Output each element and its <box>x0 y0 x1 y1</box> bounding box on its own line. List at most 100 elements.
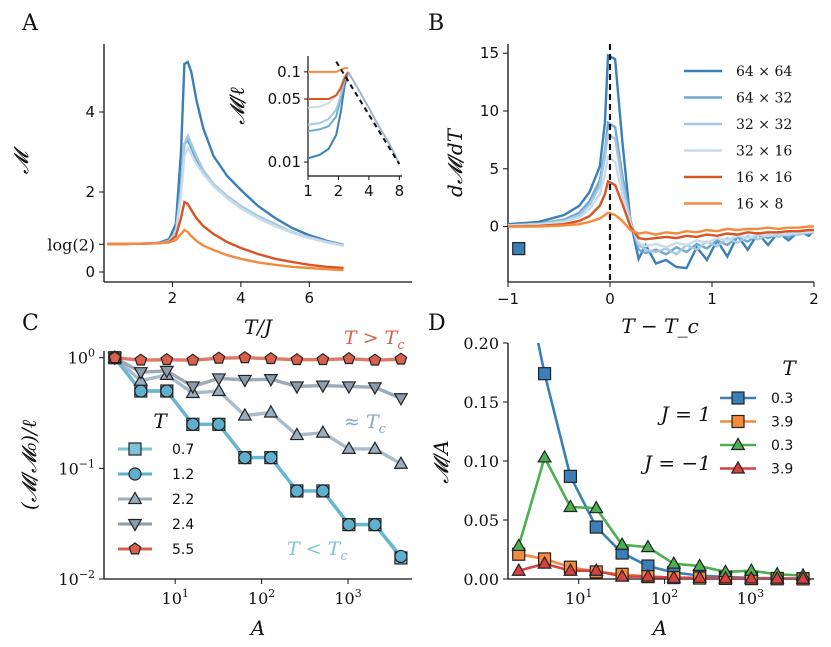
inset-x-tick-label: 4 <box>364 182 374 200</box>
data-point <box>614 568 630 582</box>
y-tick-label: 0 <box>489 218 499 236</box>
panel-label-b: B <box>428 11 444 36</box>
legend-label-2: 2.2 <box>172 492 194 508</box>
data-point <box>134 353 148 366</box>
legend-label-1: 64 × 32 <box>736 91 792 107</box>
legend-label-1: 3.9 <box>771 415 793 431</box>
inset-x-tick-label: 2 <box>334 182 344 200</box>
data-point <box>588 562 604 576</box>
panel-label-c: C <box>22 311 39 336</box>
data-point <box>640 568 656 582</box>
series-line-5 <box>107 228 344 272</box>
y-tick-label-log2: log(2) <box>47 235 95 254</box>
annotation-near-tc: ≈ Tc <box>344 411 387 437</box>
data-point <box>134 384 148 398</box>
x-tick-label: −1 <box>497 290 519 308</box>
data-point <box>160 352 174 366</box>
x-tick-label: 2 <box>809 290 819 308</box>
y-tick-label: 0.20 <box>463 334 499 353</box>
y-axis-label: 𝓜/A <box>429 440 453 484</box>
y-tick-label: 4 <box>85 103 95 121</box>
data-point <box>263 404 279 418</box>
data-point <box>743 570 759 584</box>
inset-y-tick-label: 0.1 <box>277 63 301 81</box>
data-point <box>589 520 603 534</box>
data-point <box>563 562 578 576</box>
legend-label-2: 32 × 32 <box>736 117 792 133</box>
data-point <box>342 351 356 365</box>
data-point <box>512 242 526 256</box>
series-line-4 <box>114 355 401 362</box>
x-tick-label: 103 <box>737 587 764 608</box>
legend-label-5: 16 × 8 <box>736 197 783 213</box>
data-point <box>108 350 122 364</box>
data-point <box>394 549 408 564</box>
data-point <box>315 424 331 438</box>
series-line-5 <box>508 211 814 236</box>
data-point <box>368 518 382 532</box>
y-tick-label: 0.00 <box>463 570 499 589</box>
y-tick-label: 0.10 <box>463 452 499 471</box>
legend-marker-1 <box>128 467 142 481</box>
data-point <box>290 352 304 366</box>
data-point <box>264 351 278 365</box>
y-axis-label: d𝓜/dT <box>443 127 467 197</box>
y-tick-label: 100 <box>68 347 95 368</box>
y-axis-label: 𝓜 <box>9 145 33 174</box>
data-point <box>614 536 630 550</box>
x-tick-label: 101 <box>565 587 592 608</box>
data-point <box>666 570 682 583</box>
data-point <box>588 500 604 514</box>
inset-x-tick-label: 1 <box>303 182 313 200</box>
data-point <box>263 374 279 387</box>
legend-label-4: 16 × 16 <box>736 170 792 186</box>
data-point <box>511 562 527 576</box>
data-point <box>316 352 330 366</box>
legend-title: T <box>782 356 797 380</box>
y-tick-label: 5 <box>489 160 499 178</box>
annotation-above-tc: T > Tc <box>344 327 405 353</box>
legend-marker-4 <box>128 542 142 555</box>
x-tick-label: 103 <box>334 587 361 608</box>
x-tick-label: 6 <box>305 289 315 307</box>
inset-series-line-0 <box>308 71 350 160</box>
legend-group-j-minus: J = −1 <box>640 451 711 475</box>
x-tick-label: 102 <box>651 587 678 608</box>
legend-marker-3 <box>730 460 746 474</box>
inset-fit-dashed-line <box>335 61 401 165</box>
data-point <box>342 518 356 532</box>
legend-marker-0 <box>128 442 142 456</box>
inset-y-tick-label: 0.01 <box>268 153 301 171</box>
panel-d-chart: 101 102 103 0.00 0.05 0.10 0.15 0.20 A 𝓜/A T J = 1 J… <box>429 242 814 640</box>
data-point <box>316 484 330 498</box>
legend-label-3: 3.9 <box>771 462 793 478</box>
data-point <box>341 441 357 454</box>
x-tick-label: 4 <box>236 289 246 307</box>
data-point <box>315 380 331 394</box>
data-point <box>159 365 175 379</box>
data-point <box>237 374 253 388</box>
inset-y-tick-label: 0.05 <box>268 90 301 108</box>
legend-label-0: 64 × 64 <box>736 64 792 80</box>
y-tick-label: 0.05 <box>463 511 499 530</box>
panel-b-series <box>508 53 814 270</box>
data-point <box>718 570 733 584</box>
data-point <box>393 393 409 407</box>
panel-c-series <box>113 355 403 559</box>
panel-a-series <box>107 60 344 272</box>
data-point <box>537 555 552 569</box>
x-tick-label: 1 <box>707 290 717 308</box>
series-line-3 <box>508 155 814 249</box>
legend-marker-2 <box>730 437 746 451</box>
y-tick-label: 15 <box>480 44 499 62</box>
x-axis-label: A <box>249 616 265 640</box>
data-point <box>212 417 226 431</box>
inset-x-tick-label: 8 <box>395 182 405 200</box>
y-tick-label: 2 <box>85 183 95 201</box>
data-point <box>368 353 382 366</box>
data-point <box>563 469 578 483</box>
data-point <box>367 441 383 454</box>
legend-label-4: 5.5 <box>172 542 194 558</box>
data-point <box>666 555 682 569</box>
